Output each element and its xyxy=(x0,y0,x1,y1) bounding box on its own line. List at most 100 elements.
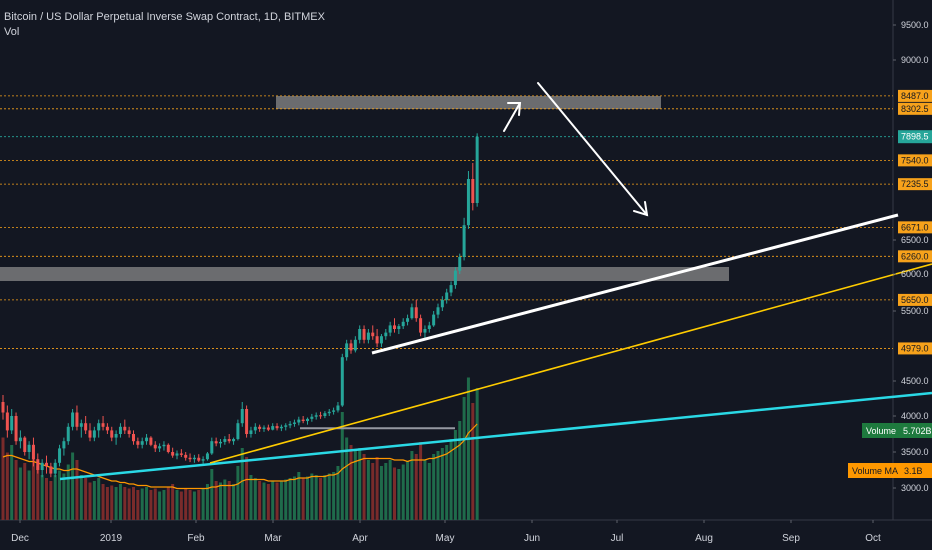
volume-bar xyxy=(23,463,27,520)
candle-body xyxy=(466,179,470,226)
candle-body xyxy=(58,448,62,463)
volume-bar xyxy=(71,452,75,520)
volume-bar xyxy=(401,464,405,520)
volume-ma-badge xyxy=(848,463,932,478)
price-tick-label: 9500.0 xyxy=(901,20,929,30)
volume-bar xyxy=(397,469,401,520)
candle-body xyxy=(23,437,27,452)
volume-bar xyxy=(201,488,205,520)
candle-body xyxy=(31,444,35,460)
volume-bar xyxy=(10,445,14,520)
candle-body xyxy=(310,416,314,419)
candle-body xyxy=(123,426,127,431)
white-trendline[interactable] xyxy=(371,213,899,355)
volume-bar xyxy=(423,460,427,520)
candle-body xyxy=(114,434,118,438)
down-arrow-shaft[interactable] xyxy=(537,82,648,216)
volume-bar xyxy=(471,403,475,520)
time-tick-label: May xyxy=(436,533,455,544)
candle-body xyxy=(62,441,66,449)
candle-body xyxy=(332,410,336,412)
candle-body xyxy=(240,409,244,424)
price-level-tag[interactable] xyxy=(898,102,932,115)
candle-body xyxy=(327,411,331,414)
volume-bar xyxy=(62,473,66,520)
candle-body xyxy=(66,426,70,442)
volume-bar xyxy=(53,475,57,520)
price-level-label: 7540.0 xyxy=(901,155,929,165)
candle-body xyxy=(401,321,405,327)
candle-body xyxy=(197,457,201,461)
candle-body xyxy=(314,415,318,417)
volume-bar xyxy=(36,466,40,520)
candle-body xyxy=(319,415,323,417)
candle-body xyxy=(358,329,362,340)
candle-body xyxy=(75,412,79,427)
candle-body xyxy=(97,423,101,431)
volume-bar xyxy=(101,484,105,520)
candle-body xyxy=(423,329,427,333)
candle-body xyxy=(279,426,283,429)
price-tick-label: 9000.0 xyxy=(901,55,929,65)
price-axis: 9500.0 9000.0 6500.0 6000.0 5500.0 4500.0 4000… xyxy=(893,20,932,493)
volume-bar xyxy=(292,476,296,520)
candle-body xyxy=(449,285,453,293)
volume-bar xyxy=(319,478,323,520)
price-level-tag[interactable] xyxy=(898,154,932,167)
candle-body xyxy=(288,423,292,426)
candle-body xyxy=(136,441,140,445)
volume-bar xyxy=(414,454,418,520)
candle-body xyxy=(201,459,205,461)
current-price-label: 7898.5 xyxy=(901,132,929,142)
volume-bar xyxy=(127,488,131,520)
candle-body xyxy=(445,292,449,300)
candle-body xyxy=(414,307,418,319)
yellow-trendline[interactable] xyxy=(209,263,932,464)
volume-bar xyxy=(323,475,327,520)
time-tick-label: Jun xyxy=(524,533,540,544)
price-level-tag[interactable] xyxy=(898,250,932,263)
price-level-tag[interactable] xyxy=(898,89,932,102)
volume-bar xyxy=(445,445,449,520)
candle-body xyxy=(140,441,144,445)
price-level-tag[interactable] xyxy=(898,342,932,355)
candle-body xyxy=(262,427,266,429)
price-level-tag[interactable] xyxy=(898,178,932,191)
volume-bar xyxy=(132,487,135,520)
volume-ma-line xyxy=(2,423,478,490)
volume-indicator-label: Vol xyxy=(4,26,20,38)
support-zone-box[interactable] xyxy=(0,267,729,281)
candle-body xyxy=(5,412,9,431)
volume-bar xyxy=(1,437,5,520)
volume-bar xyxy=(114,487,118,520)
volume-bar xyxy=(410,451,414,520)
time-tick-label: Sep xyxy=(782,533,800,544)
candle-body xyxy=(184,454,188,458)
up-arrow-shaft[interactable] xyxy=(503,102,521,132)
candle-body xyxy=(14,416,18,442)
price-level-label: 5650.0 xyxy=(901,295,929,305)
volume-bar xyxy=(284,479,288,520)
volume-bar xyxy=(297,472,301,520)
cyan-trendline[interactable] xyxy=(59,391,932,481)
price-level-tag[interactable] xyxy=(898,221,932,234)
candle-body xyxy=(145,437,149,442)
chart-title: Bitcoin / US Dollar Perpetual Inverse Sw… xyxy=(4,11,325,23)
volume-bar xyxy=(271,481,275,520)
candle-body xyxy=(432,314,436,326)
volume-bar xyxy=(88,482,92,520)
candle-body xyxy=(345,343,349,358)
volume-bar xyxy=(66,464,70,520)
candle-body xyxy=(271,426,275,430)
resistance-zone-box[interactable] xyxy=(276,96,661,109)
time-tick-label: Dec xyxy=(11,533,29,544)
volume-bar xyxy=(375,457,379,520)
volume-bar xyxy=(379,466,383,520)
volume-bar xyxy=(179,491,183,520)
price-level-tag[interactable] xyxy=(898,293,932,306)
volume-bar xyxy=(92,481,96,520)
candle-body xyxy=(153,444,157,449)
time-tick-label: Mar xyxy=(264,533,282,544)
